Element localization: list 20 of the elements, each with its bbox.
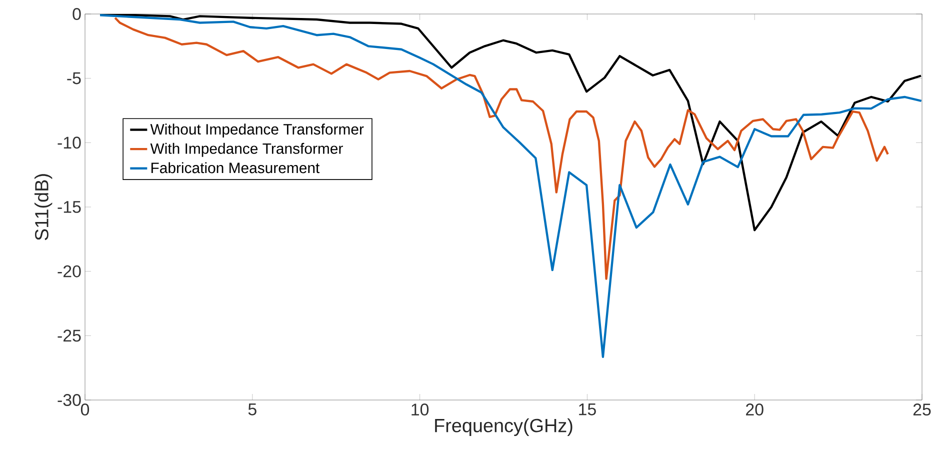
x-tick-label: 15 <box>579 404 596 416</box>
line-series <box>98 14 922 358</box>
legend-label: Without Impedance Transformer <box>150 124 364 138</box>
x-tick-label: 10 <box>412 404 429 416</box>
y-tick-label: 0 <box>72 8 81 20</box>
line-series <box>114 16 889 280</box>
y-axis-title: S11(dB) <box>34 174 52 240</box>
x-tick-label: 0 <box>80 404 90 416</box>
legend-label: Fabrication Measurement <box>151 162 320 174</box>
y-tick-label: -20 <box>58 265 81 278</box>
y-tick-label: -10 <box>58 136 81 149</box>
x-tick-label: 20 <box>746 404 764 416</box>
x-tick-label: 5 <box>248 404 256 416</box>
y-tick-label: -5 <box>67 72 81 84</box>
y-tick-label: -15 <box>58 201 81 213</box>
y-tick-label: -25 <box>58 330 81 342</box>
y-tick-label: -30 <box>58 394 81 406</box>
x-tick-label: 25 <box>913 404 931 416</box>
legend-label: With Impedance Transformer <box>150 142 343 157</box>
x-axis-title: Frequency(GHz) <box>435 418 572 436</box>
